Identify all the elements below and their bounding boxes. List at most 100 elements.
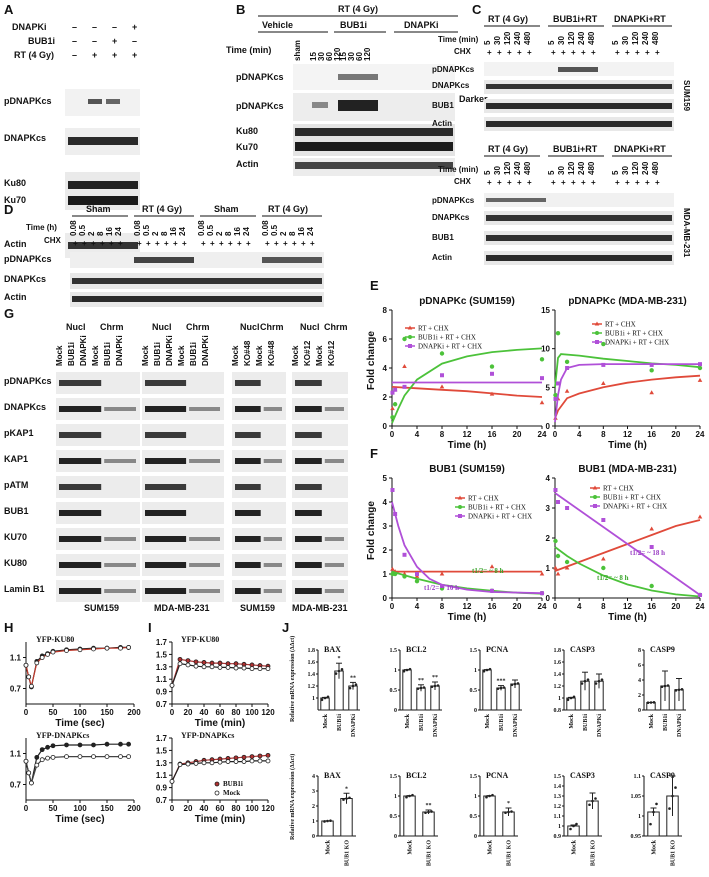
chx-sign: + xyxy=(625,178,630,187)
blots xyxy=(56,372,348,602)
blot-band xyxy=(295,562,322,568)
category-label: BUB1 KO xyxy=(507,840,513,867)
x-tick-label: 0 xyxy=(170,804,175,813)
blot-band xyxy=(263,407,282,411)
y-tick-label: 3 xyxy=(546,504,551,513)
lane-label: DNAPKi xyxy=(201,335,210,366)
chx-sign: + xyxy=(507,48,512,57)
data-point xyxy=(45,652,50,657)
data-point xyxy=(201,664,207,670)
blot-band xyxy=(145,432,187,438)
data-point xyxy=(26,674,32,680)
x-axis-label: Time (sec) xyxy=(55,814,104,825)
x-axis-label: Time (min) xyxy=(195,814,245,825)
lane-label: 240 xyxy=(577,31,586,45)
blot-band xyxy=(295,406,322,412)
x-tick-label: 20 xyxy=(184,708,193,717)
cell-line-label: MDA-MB-231 xyxy=(682,208,691,258)
time-label: Time (h) xyxy=(26,223,57,232)
annotation: t1/2= ~ 18 h xyxy=(630,549,665,557)
chx-sign: + xyxy=(645,48,650,57)
data-point xyxy=(126,645,132,650)
data-point xyxy=(257,758,263,764)
data-point xyxy=(34,754,40,760)
chx-sign: + xyxy=(310,239,315,248)
y-tick-label: 0 xyxy=(546,422,551,431)
data-point xyxy=(249,666,255,672)
blot-band xyxy=(72,278,322,284)
y-tick-label: 0.5 xyxy=(470,688,478,694)
chx-sign: + xyxy=(173,239,178,248)
x-axis-label: Time (h) xyxy=(448,440,487,451)
lane-label: 16 xyxy=(297,227,306,236)
chart-title: CASP9 xyxy=(650,645,675,654)
bar xyxy=(483,795,496,837)
data-point xyxy=(233,759,239,764)
band-label: BUB1 xyxy=(432,101,454,110)
chart-h2: 0 50 100 150 200 0.7 1.1 Time (sec) xyxy=(10,738,141,825)
x-tick-label: 16 xyxy=(488,602,497,611)
y-tick-label: 0 xyxy=(383,422,388,431)
series-line xyxy=(25,646,129,688)
blot-band xyxy=(295,142,453,151)
x-tick-label: 100 xyxy=(245,708,259,717)
band-label: BUB1 xyxy=(432,233,454,242)
legend-label: DNAPKi + RT + CHX xyxy=(603,503,667,511)
lane-label: 480 xyxy=(523,31,532,45)
lane-label: Mock xyxy=(291,345,300,366)
band-label: Lamin B1 xyxy=(4,584,45,594)
data-point xyxy=(39,757,45,763)
data-point xyxy=(241,759,247,764)
cell-line-label: MDA-MB-231 xyxy=(154,603,210,613)
fraction-label: Nucl xyxy=(66,322,86,332)
data-point xyxy=(104,645,110,651)
lane-label: 480 xyxy=(523,161,532,175)
blot-band xyxy=(295,510,322,516)
blot-band xyxy=(486,215,672,221)
category-label: Mock xyxy=(405,713,411,728)
data-point xyxy=(572,695,576,699)
data-point xyxy=(415,572,419,576)
data-point xyxy=(225,665,231,670)
data-point xyxy=(193,659,199,665)
chx-sign: + xyxy=(655,48,660,57)
data-point xyxy=(351,684,355,688)
lane-label: 2 xyxy=(87,231,96,236)
chx-sign: + xyxy=(73,239,78,248)
y-tick-label: 1 xyxy=(474,794,477,800)
data-point xyxy=(489,391,495,396)
data-point xyxy=(649,368,654,373)
data-point xyxy=(646,701,650,705)
y-tick-label: 1 xyxy=(558,696,561,702)
lane-label: BUB1i xyxy=(153,342,162,366)
chx-sign: + xyxy=(265,239,270,248)
data-point xyxy=(50,743,56,749)
category-label: Mock xyxy=(323,713,329,728)
x-tick-label: 20 xyxy=(184,804,193,813)
treatment-sign: + xyxy=(132,22,137,32)
lane-label: KO#48 xyxy=(267,340,276,366)
data-point xyxy=(649,545,654,549)
data-point xyxy=(439,384,445,389)
band-labels: pDNAPKcs DNAPKcs pKAP1 KAP1 pATM BUB1 KU70 KU80… xyxy=(4,376,52,594)
data-point xyxy=(597,679,601,683)
lane-label: Mock xyxy=(231,345,240,366)
data-point xyxy=(265,666,271,672)
y-tick-label: 1 xyxy=(312,696,315,702)
time-label: Time (min) xyxy=(438,35,479,44)
lane-label: 8 xyxy=(224,231,233,236)
blot-band xyxy=(145,562,187,568)
chart-title: BAX xyxy=(324,645,341,654)
chx-sign: + xyxy=(118,239,123,248)
lane-label: 30 xyxy=(557,166,566,175)
bar xyxy=(422,811,435,837)
chx-sign: + xyxy=(561,178,566,187)
data-point xyxy=(540,591,544,596)
lane-label: Mock xyxy=(255,345,264,366)
group-label: Vehicle xyxy=(262,20,293,30)
y-tick-label: 8 xyxy=(638,648,641,654)
data-point xyxy=(177,661,183,667)
x-tick-label: 4 xyxy=(577,602,582,611)
data-point xyxy=(50,649,56,655)
